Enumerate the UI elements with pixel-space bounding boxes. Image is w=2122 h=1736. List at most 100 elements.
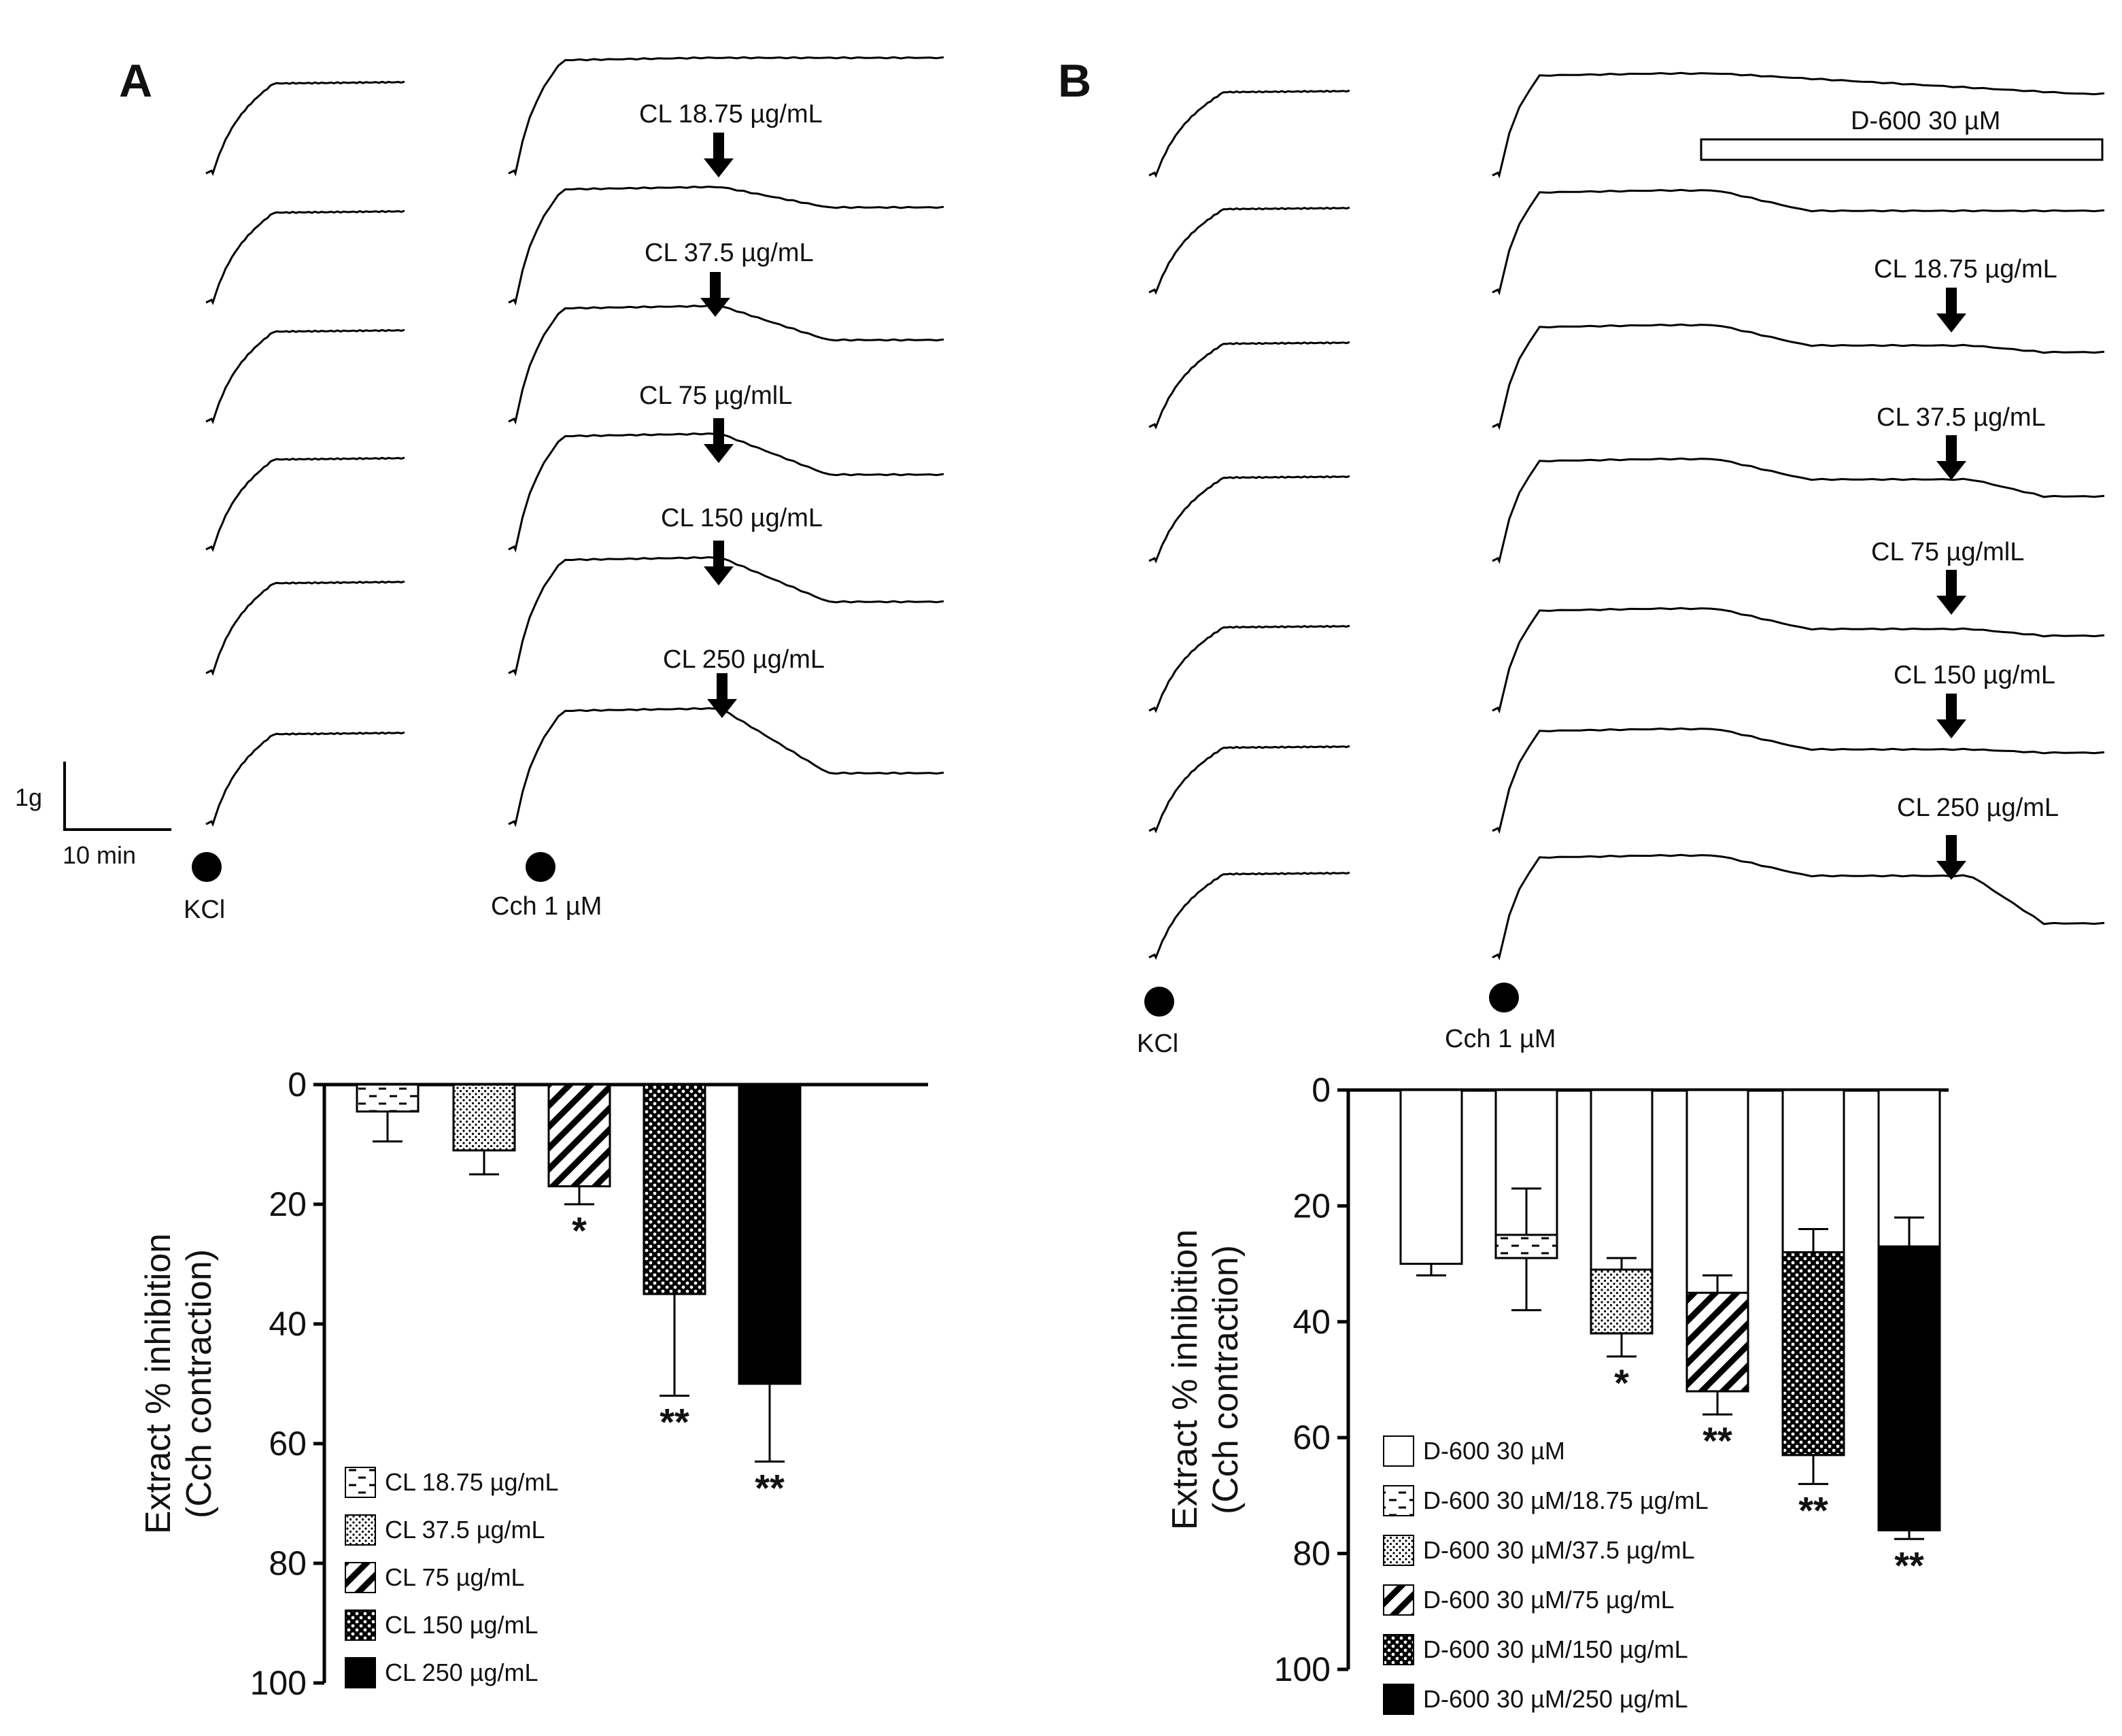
bar xyxy=(1399,1089,1463,1265)
bar xyxy=(738,1083,802,1385)
panel-a-scale-bar: 1g 10 min xyxy=(15,762,171,869)
y-tick-label: 0 xyxy=(288,1066,307,1104)
dose-label: CL 37.5 µg/mL xyxy=(645,239,814,267)
panel-a-traces xyxy=(205,56,944,828)
y-tick-label: 100 xyxy=(1274,1650,1331,1688)
dose-label: CL 150 µg/mL xyxy=(1894,661,2055,690)
legend-swatch xyxy=(1383,1485,1414,1516)
legend-swatch xyxy=(1383,1584,1414,1616)
legend-label: D-600 30 µM/150 µg/mL xyxy=(1423,1635,1688,1663)
panel-a-letter: A xyxy=(119,55,152,107)
y-tick-label: 60 xyxy=(269,1425,307,1463)
legend-swatch xyxy=(1383,1535,1414,1566)
kcl-trace xyxy=(205,456,405,552)
legend-swatch xyxy=(345,1514,376,1546)
cch-marker xyxy=(1489,983,1519,1012)
kcl-label: KCl xyxy=(1137,1029,1178,1058)
legend-swatch xyxy=(1383,1634,1414,1665)
y-axis-label: Extract % inhibition xyxy=(139,1233,178,1534)
dose-label: CL 250 µg/mL xyxy=(663,645,825,674)
bar xyxy=(643,1083,706,1295)
cch-marker xyxy=(526,852,555,882)
legend-label: CL 150 µg/mL xyxy=(385,1611,538,1639)
dose-label: CL 75 µg/mlL xyxy=(639,381,792,410)
cch-trace xyxy=(1492,188,2105,296)
significance-label: ** xyxy=(1702,1419,1732,1462)
y-axis-label: Extract % inhibition xyxy=(1165,1229,1205,1530)
cch-trace xyxy=(1492,457,2105,564)
scale-bar-lines xyxy=(63,762,171,831)
dose-label: CL 18.75 µg/mL xyxy=(1874,255,2057,284)
y-tick-label: 80 xyxy=(1293,1535,1331,1573)
scale-bar-x-label: 10 min xyxy=(63,841,136,869)
kcl-trace xyxy=(205,731,405,827)
y-tick-label: 0 xyxy=(1312,1071,1331,1109)
kcl-marker xyxy=(192,852,222,882)
bar xyxy=(356,1083,420,1113)
panel-b-bar-chart: 0 20 40 60 80 100 Extract % inhibition (Cch con… xyxy=(1165,1071,1949,1715)
kcl-trace xyxy=(205,209,405,305)
cch-trace xyxy=(508,56,944,177)
legend-swatch xyxy=(1383,1435,1414,1467)
legend-label: CL 37.5 µg/mL xyxy=(385,1516,545,1544)
legend-swatch xyxy=(345,1562,376,1593)
down-arrow-icon xyxy=(1936,570,1966,615)
bar xyxy=(547,1083,611,1188)
cch-trace xyxy=(1492,607,2105,714)
cch-trace xyxy=(1492,323,2105,430)
dose-arrows xyxy=(700,133,1966,880)
kcl-trace xyxy=(1148,341,1350,430)
bar xyxy=(452,1083,516,1152)
y-tick-label: 60 xyxy=(1293,1418,1331,1457)
legend-swatch xyxy=(345,1657,376,1688)
dose-label: CL 75 µg/mlL xyxy=(1871,538,2024,566)
y-tick-label: 40 xyxy=(269,1305,307,1343)
kcl-trace xyxy=(1148,89,1350,178)
down-arrow-icon xyxy=(1936,835,1966,880)
dose-label: CL 37.5 µg/mL xyxy=(1877,403,2046,432)
significance-label: * xyxy=(572,1209,587,1252)
y-tick-label: 20 xyxy=(269,1185,307,1223)
down-arrow-icon xyxy=(704,133,734,177)
down-arrow-icon xyxy=(1936,435,1966,480)
significance-label: ** xyxy=(1798,1488,1828,1531)
y-tick-label: 80 xyxy=(269,1544,307,1582)
panel-a-bar-chart: 0 20 40 60 80 100 Extract % inhibition (Cch con… xyxy=(139,1066,928,1702)
panel-b-dose-labels: CL 18.75 µg/mL CL 37.5 µg/mL CL 75 µg/ml… xyxy=(1871,255,2059,822)
cch-trace xyxy=(1492,727,2105,834)
cch-trace xyxy=(1492,853,2105,961)
bar-segment xyxy=(1494,1233,1558,1259)
bar-segment xyxy=(1685,1291,1749,1393)
kcl-trace xyxy=(205,328,405,424)
y-tick-label: 100 xyxy=(250,1664,307,1702)
d600-label: D-600 30 µM xyxy=(1851,107,2000,135)
legend-swatch xyxy=(345,1610,376,1641)
dose-label: CL 18.75 µg/mL xyxy=(639,100,823,129)
dose-label: CL 250 µg/mL xyxy=(1897,794,2059,822)
kcl-trace xyxy=(1148,871,1350,960)
significance-label: ** xyxy=(755,1466,785,1509)
significance-label: ** xyxy=(1894,1544,1924,1586)
down-arrow-icon xyxy=(704,418,734,463)
y-axis-label-2: (Cch contraction) xyxy=(1206,1245,1246,1514)
down-arrow-icon xyxy=(1936,288,1966,333)
kcl-label: KCl xyxy=(184,896,225,924)
down-arrow-icon xyxy=(704,541,734,585)
significance-label: ** xyxy=(660,1401,689,1444)
d600-bar xyxy=(1700,138,2104,161)
legend-label: CL 75 µg/mL xyxy=(385,1563,525,1591)
panel-a-dose-labels: CL 18.75 µg/mL CL 37.5 µg/mL CL 75 µg/ml… xyxy=(639,100,825,674)
legend-swatch xyxy=(345,1467,376,1498)
y-tick-label: 20 xyxy=(1293,1187,1331,1225)
y-axis-label-2: (Cch contraction) xyxy=(179,1249,219,1518)
down-arrow-icon xyxy=(1936,694,1966,738)
legend-swatch xyxy=(1383,1684,1414,1715)
cch-trace xyxy=(508,185,944,306)
y-tick-label: 40 xyxy=(1293,1303,1331,1341)
legend-label: CL 250 µg/mL xyxy=(385,1658,538,1686)
legend-label: D-600 30 µM/37.5 µg/mL xyxy=(1423,1536,1695,1564)
kcl-trace xyxy=(205,80,405,176)
kcl-trace xyxy=(1148,475,1350,564)
legend-label: D-600 30 µM/18.75 µg/mL xyxy=(1423,1486,1709,1514)
